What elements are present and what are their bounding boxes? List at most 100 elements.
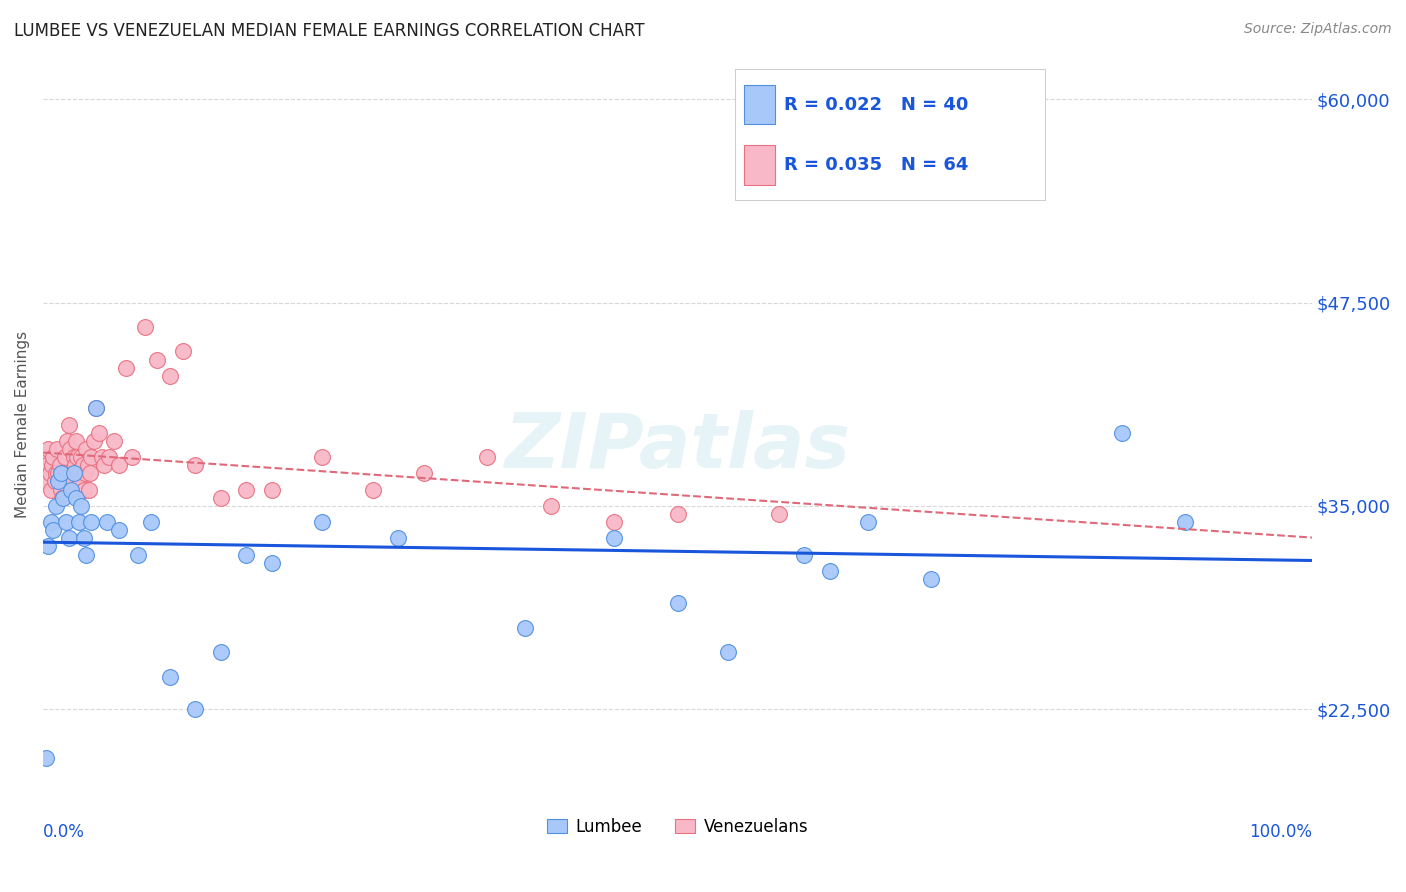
Point (42, 523, 65, 537)
Point (37, 442, 59, 456)
Point (103, 434, 125, 448)
Point (51, 491, 73, 505)
Point (73, 483, 96, 497)
Point (60, 483, 83, 497)
Point (209, 645, 232, 659)
Point (793, 548, 815, 562)
Point (44, 475, 66, 489)
Point (70, 450, 93, 464)
Point (55, 467, 77, 481)
Point (666, 596, 689, 610)
Point (49, 467, 72, 481)
Point (90, 450, 112, 464)
Point (856, 515, 879, 529)
Point (69, 475, 91, 489)
Point (666, 507, 689, 521)
Point (45, 499, 67, 513)
Point (58, 532, 80, 546)
Point (62, 467, 84, 481)
Point (58, 417, 80, 432)
Text: 0.0%: 0.0% (44, 823, 86, 841)
Point (46, 442, 69, 456)
Point (48, 467, 70, 481)
Point (387, 532, 409, 546)
Point (818, 564, 841, 578)
Point (39, 483, 62, 497)
Point (59, 442, 82, 456)
Point (80, 450, 103, 464)
Point (1111, 425, 1133, 440)
Point (209, 491, 232, 505)
Point (768, 507, 790, 521)
Point (159, 669, 181, 683)
Point (48, 475, 70, 489)
Point (540, 499, 562, 513)
Text: 100.0%: 100.0% (1249, 823, 1312, 841)
Point (311, 515, 333, 529)
Point (477, 450, 499, 464)
Point (62, 450, 84, 464)
Point (76, 458, 98, 473)
Point (75, 548, 97, 562)
Point (184, 458, 207, 473)
Point (70, 499, 93, 513)
Point (49, 483, 72, 497)
Point (73, 532, 96, 546)
Point (65, 434, 87, 448)
Point (63, 458, 86, 473)
Point (53, 450, 76, 464)
Point (146, 352, 169, 367)
Text: LUMBEE VS VENEZUELAN MEDIAN FEMALE EARNINGS CORRELATION CHART: LUMBEE VS VENEZUELAN MEDIAN FEMALE EARNI… (14, 22, 645, 40)
Point (35, 458, 58, 473)
Point (515, 621, 537, 635)
Point (920, 572, 942, 586)
Point (87, 425, 110, 440)
Point (108, 458, 131, 473)
Point (311, 450, 333, 464)
Point (235, 483, 257, 497)
Point (80, 515, 103, 529)
Point (108, 523, 131, 537)
Point (73, 467, 96, 481)
Point (45, 467, 67, 481)
Point (67, 467, 90, 481)
Point (39, 515, 62, 529)
Point (93, 458, 115, 473)
Point (60, 467, 83, 481)
Text: ZIPatlas: ZIPatlas (505, 410, 851, 484)
Point (37, 540, 59, 554)
Point (412, 467, 434, 481)
Point (83, 434, 105, 448)
Point (172, 344, 194, 359)
Point (98, 450, 121, 464)
Point (79, 467, 101, 481)
Point (38, 467, 60, 481)
Point (260, 483, 283, 497)
Point (35, 751, 58, 765)
Point (260, 556, 283, 570)
Point (86, 401, 108, 416)
Point (235, 548, 257, 562)
Point (127, 548, 149, 562)
Point (603, 515, 626, 529)
Point (361, 483, 384, 497)
Point (86, 401, 108, 416)
Point (48, 458, 70, 473)
Point (55, 515, 77, 529)
Point (114, 360, 136, 375)
Point (1174, 515, 1197, 529)
Point (717, 645, 740, 659)
Point (184, 702, 207, 716)
Point (34, 450, 56, 464)
Point (52, 467, 75, 481)
Point (121, 450, 143, 464)
Point (72, 458, 94, 473)
Point (77, 483, 100, 497)
Point (66, 450, 89, 464)
Point (35, 475, 58, 489)
Point (159, 368, 181, 383)
Point (96, 515, 118, 529)
Point (134, 320, 156, 334)
Point (603, 532, 626, 546)
Legend: Lumbee, Venezuelans: Lumbee, Venezuelans (540, 811, 815, 842)
